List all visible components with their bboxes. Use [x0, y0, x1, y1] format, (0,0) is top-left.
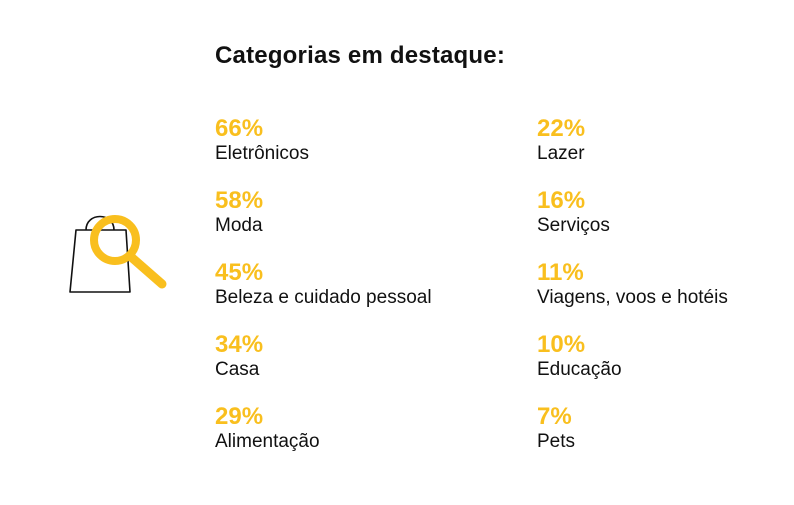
page-title: Categorias em destaque: [215, 42, 506, 69]
category-item: 22% Lazer [537, 116, 728, 188]
category-percent: 34% [215, 331, 264, 358]
category-label: Beleza e cuidado pessoal [215, 287, 432, 308]
left-column: 66% Eletrônicos 58% Moda 45% Beleza e cu… [215, 116, 432, 476]
category-item: 34% Casa [215, 332, 432, 404]
category-item: 16% Serviços [537, 188, 728, 260]
category-label: Alimentação [215, 431, 320, 452]
category-label: Pets [537, 431, 576, 452]
category-percent: 29% [215, 403, 264, 430]
shopping-bag-search-icon [66, 206, 176, 300]
category-item: 58% Moda [215, 188, 432, 260]
category-item: 11% Viagens, voos e hotéis [537, 260, 728, 332]
category-percent: 66% [215, 115, 264, 142]
category-item: 66% Eletrônicos [215, 116, 432, 188]
category-item: 7% Pets [537, 404, 728, 476]
category-label: Casa [215, 359, 260, 380]
category-label: Eletrônicos [215, 143, 309, 164]
category-label: Viagens, voos e hotéis [537, 287, 728, 308]
category-percent: 16% [537, 187, 586, 214]
category-label: Lazer [537, 143, 585, 164]
category-label: Serviços [537, 215, 610, 236]
category-percent: 11% [537, 259, 584, 286]
category-percent: 58% [215, 187, 264, 214]
category-item: 29% Alimentação [215, 404, 432, 476]
category-label: Moda [215, 215, 263, 236]
right-column: 22% Lazer 16% Serviços 11% Viagens, voos… [537, 116, 728, 476]
category-item: 45% Beleza e cuidado pessoal [215, 260, 432, 332]
category-item: 10% Educação [537, 332, 728, 404]
category-label: Educação [537, 359, 622, 380]
category-percent: 22% [537, 115, 586, 142]
category-percent: 45% [215, 259, 264, 286]
category-percent: 7% [537, 403, 572, 430]
category-percent: 10% [537, 331, 586, 358]
